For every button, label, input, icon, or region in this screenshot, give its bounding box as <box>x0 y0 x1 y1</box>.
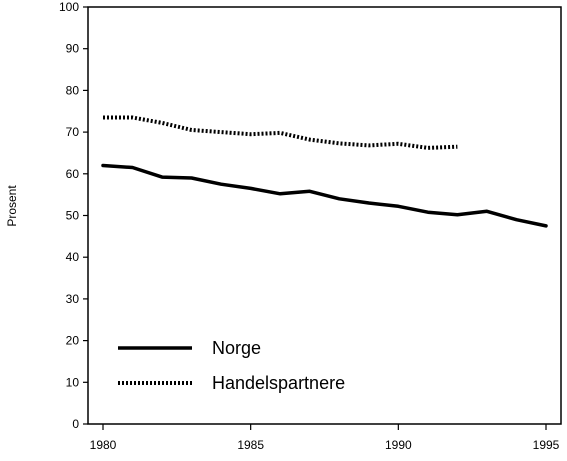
legend-label-2: Handelspartnere <box>212 373 345 393</box>
plot-frame <box>87 6 562 425</box>
y-tick-label: 40 <box>66 250 80 264</box>
x-tick-label: 1980 <box>90 438 117 452</box>
y-tick-label: 70 <box>66 125 80 139</box>
y-tick-label: 100 <box>59 0 79 14</box>
series-layer <box>101 115 548 228</box>
y-tick-label: 10 <box>66 375 80 389</box>
y-tick-label: 30 <box>66 292 80 306</box>
y-tick-label: 0 <box>72 417 79 431</box>
legend-label-1: Norge <box>212 338 261 358</box>
series-line-2 <box>103 115 458 150</box>
x-tick-label: 1990 <box>385 438 412 452</box>
y-tick-label: 90 <box>66 42 80 56</box>
y-tick-label: 60 <box>66 167 80 181</box>
y-tick-label: 50 <box>66 209 80 223</box>
x-tick-label: 1995 <box>533 438 560 452</box>
y-tick-label: 80 <box>66 83 80 97</box>
x-tick-label: 1985 <box>237 438 264 452</box>
series-line-1 <box>101 163 548 228</box>
legend: Norge Handelspartnere <box>118 338 345 393</box>
y-tick-label: 20 <box>66 334 80 348</box>
y-axis-title: Prosent <box>5 185 19 227</box>
axes: 0 10 20 30 40 50 60 70 80 90 100 1980 1985 1990 1995 <box>59 0 562 452</box>
